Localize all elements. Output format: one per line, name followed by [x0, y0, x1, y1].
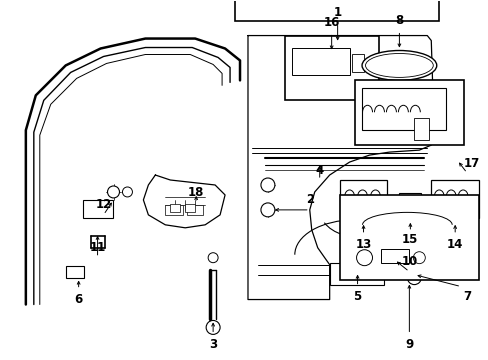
Circle shape	[122, 187, 132, 197]
Text: 2: 2	[305, 193, 313, 206]
Bar	[291, 48, 349, 75]
Text: 5: 5	[353, 290, 361, 303]
Text: 1: 1	[333, 6, 341, 19]
Circle shape	[412, 252, 425, 264]
Bar	[170, 204, 180, 212]
Bar	[339, 195, 478, 280]
Bar	[381, 249, 408, 263]
Text: 6: 6	[74, 293, 82, 306]
Text: 9: 9	[405, 338, 413, 351]
Bar	[354, 80, 463, 145]
Circle shape	[407, 271, 421, 285]
Bar	[285, 36, 379, 100]
Text: 16: 16	[323, 16, 339, 29]
Text: 4: 4	[315, 163, 323, 176]
Text: 10: 10	[401, 255, 417, 268]
Text: 15: 15	[401, 233, 418, 246]
Circle shape	[208, 253, 218, 263]
Bar	[399, 193, 421, 215]
Text: 8: 8	[394, 14, 403, 27]
Circle shape	[261, 203, 274, 217]
Text: 3: 3	[209, 338, 217, 351]
Bar	[65, 266, 83, 278]
Bar	[185, 204, 195, 212]
Bar	[235, 0, 438, 21]
Bar	[361, 88, 446, 130]
Bar	[82, 200, 112, 218]
Bar	[187, 205, 203, 215]
Bar	[430, 180, 478, 218]
Text: 11: 11	[89, 241, 105, 254]
Bar	[351, 54, 363, 72]
Text: 18: 18	[187, 186, 204, 199]
Bar	[413, 118, 428, 140]
Ellipse shape	[361, 50, 436, 80]
Text: 7: 7	[462, 290, 470, 303]
Text: 12: 12	[95, 198, 111, 211]
Circle shape	[107, 186, 119, 198]
Bar	[329, 263, 384, 285]
Circle shape	[206, 320, 220, 334]
Text: 13: 13	[355, 238, 371, 251]
Bar	[165, 205, 183, 215]
Circle shape	[261, 178, 274, 192]
Ellipse shape	[365, 54, 432, 77]
Text: 17: 17	[463, 157, 479, 170]
Circle shape	[356, 250, 372, 266]
Bar	[339, 180, 386, 218]
Text: 14: 14	[446, 238, 463, 251]
